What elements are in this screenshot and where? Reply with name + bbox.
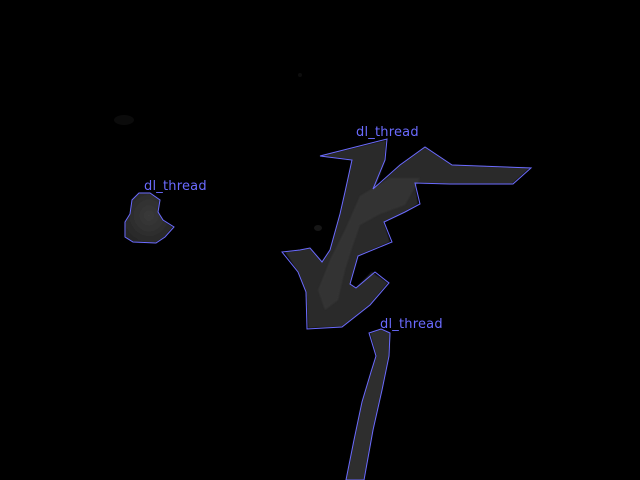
dl-thread-label-center: dl_thread xyxy=(356,125,419,140)
dl-thread-label-left: dl_thread xyxy=(144,179,207,194)
dl-thread-outline-bottom[interactable] xyxy=(345,328,391,480)
dl-thread-outline-center[interactable] xyxy=(281,138,533,330)
dl-thread-outline-left[interactable] xyxy=(124,192,175,244)
background-noise xyxy=(114,73,322,231)
dl-thread-object-center-highlight xyxy=(318,178,420,310)
annotation-dl-thread-center[interactable]: dl_thread xyxy=(281,125,533,330)
dl-thread-object-bottom xyxy=(346,329,390,480)
dl-thread-object-left xyxy=(125,193,173,243)
dl-thread-label-bottom: dl_thread xyxy=(380,317,443,332)
annotation-dl-thread-left[interactable]: dl_thread xyxy=(124,179,207,244)
annotation-dl-thread-bottom[interactable]: dl_thread xyxy=(345,317,443,480)
